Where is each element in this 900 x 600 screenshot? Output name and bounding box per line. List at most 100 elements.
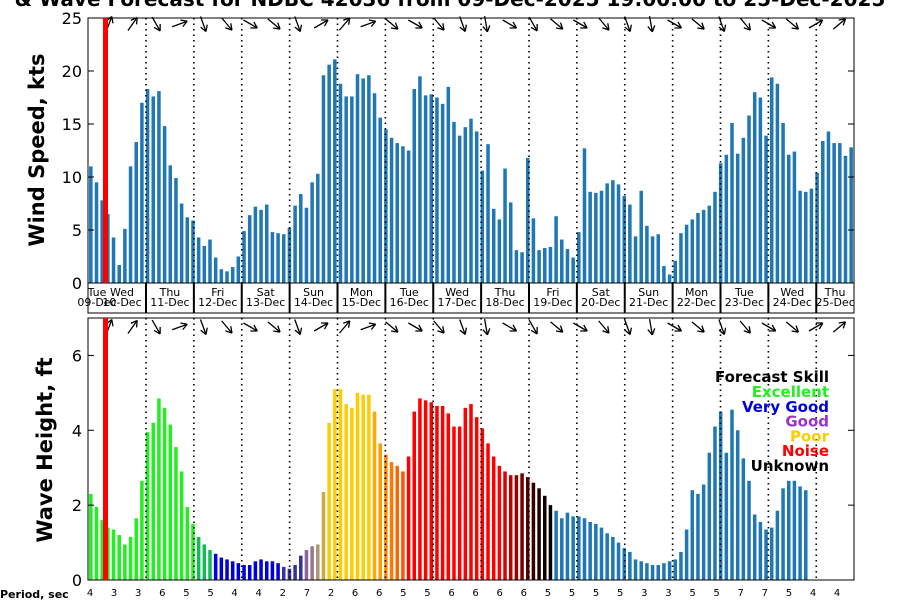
wave-y-tick-label: 6 bbox=[72, 346, 82, 365]
wave-bar bbox=[134, 518, 138, 580]
wind-bar bbox=[452, 121, 456, 283]
wave-bar bbox=[769, 527, 774, 580]
day-of-week-label: Fri bbox=[211, 286, 224, 299]
wind-direction-arrow bbox=[433, 17, 445, 31]
wind-direction-arrow bbox=[482, 16, 491, 33]
wave-bar bbox=[100, 520, 104, 580]
wave-bar bbox=[594, 523, 598, 580]
date-label: 17-Dec bbox=[438, 296, 477, 309]
wave-direction-arrow bbox=[267, 321, 281, 333]
wave-y-ticks: 0 2 4 6 bbox=[72, 346, 854, 590]
wind-bar bbox=[361, 78, 365, 283]
wave-bar bbox=[520, 473, 524, 580]
wind-bar bbox=[378, 117, 382, 283]
wind-bar bbox=[276, 233, 280, 283]
wave-direction-arrow bbox=[151, 319, 161, 335]
wave-bar bbox=[696, 493, 700, 580]
wave-bar bbox=[174, 447, 178, 580]
wave-y-tick-label: 0 bbox=[72, 571, 82, 590]
period-value: 5 bbox=[593, 588, 599, 599]
wave-bar bbox=[480, 428, 485, 580]
wave-direction-arrow bbox=[808, 322, 824, 332]
wave-direction-arrow bbox=[482, 319, 491, 336]
wave-direction-arrow bbox=[528, 319, 538, 335]
wave-bar bbox=[389, 462, 394, 580]
wave-direction-arrow bbox=[459, 319, 468, 336]
wind-y-axis-label: Wind Speed, kts bbox=[25, 53, 49, 246]
wave-bar bbox=[616, 542, 621, 580]
wave-direction-arrow bbox=[647, 319, 656, 336]
wave-bar bbox=[503, 471, 507, 580]
wave-bar bbox=[304, 550, 309, 580]
wind-bar bbox=[145, 89, 150, 284]
wave-direction-arrow bbox=[550, 321, 564, 333]
wind-bar bbox=[696, 213, 700, 283]
day-of-week-label: Mon bbox=[685, 286, 708, 299]
wave-bar bbox=[622, 548, 626, 580]
wave-bar bbox=[89, 493, 93, 580]
wave-bar bbox=[497, 465, 502, 580]
wave-bar bbox=[338, 389, 343, 580]
wind-y-ticks: 0 5 10 15 20 25 bbox=[62, 9, 854, 293]
date-label: 25-Dec bbox=[815, 296, 854, 309]
wind-direction-arrow bbox=[199, 16, 208, 33]
wave-bar bbox=[168, 424, 173, 580]
wave-bar bbox=[730, 409, 734, 580]
period-value: 4 bbox=[810, 588, 816, 599]
wave-bar bbox=[247, 565, 252, 580]
wind-bar bbox=[94, 182, 99, 283]
period-value: 4 bbox=[87, 588, 93, 599]
wind-bar bbox=[457, 135, 462, 283]
wave-bar bbox=[486, 443, 490, 580]
wave-bar bbox=[435, 405, 439, 580]
period-value: 5 bbox=[569, 588, 575, 599]
wave-direction-arrow bbox=[313, 322, 329, 332]
date-label: 14-Dec bbox=[294, 296, 333, 309]
wind-bar bbox=[832, 143, 836, 283]
wind-bar bbox=[480, 170, 485, 283]
wind-bar bbox=[531, 218, 536, 283]
wave-direction-arrow bbox=[243, 322, 258, 332]
wind-bar bbox=[117, 264, 121, 283]
wave-bar bbox=[378, 443, 382, 580]
period-value: 5 bbox=[786, 588, 792, 599]
wave-bar bbox=[293, 565, 297, 580]
date-label: 18-Dec bbox=[485, 296, 524, 309]
wind-bar bbox=[667, 274, 672, 283]
wind-bar bbox=[208, 239, 212, 283]
wind-bar bbox=[758, 97, 763, 283]
wave-bar bbox=[548, 505, 553, 580]
wind-direction-arrows bbox=[105, 15, 847, 33]
wave-bar bbox=[565, 512, 570, 580]
wind-bar bbox=[219, 269, 224, 283]
wave-bar bbox=[372, 411, 377, 580]
wave-bar bbox=[157, 398, 161, 580]
wave-bar bbox=[684, 529, 689, 580]
wind-bar bbox=[236, 256, 241, 283]
wave-direction-arrow bbox=[718, 319, 727, 336]
wind-day-grid bbox=[145, 18, 818, 283]
period-value: 3 bbox=[641, 588, 647, 599]
day-of-week-label: Thu bbox=[824, 286, 846, 299]
period-value: 4 bbox=[231, 588, 237, 599]
wind-bar bbox=[355, 74, 360, 284]
wind-bar bbox=[111, 237, 116, 283]
day-of-week-label: Mon bbox=[350, 286, 373, 299]
wind-bar bbox=[162, 126, 167, 284]
wind-direction-arrow bbox=[691, 18, 705, 30]
wave-bar bbox=[281, 566, 286, 580]
legend-item-poor: Poor bbox=[790, 427, 830, 445]
wind-bar bbox=[571, 257, 575, 283]
wave-bar bbox=[571, 516, 575, 580]
wind-bar bbox=[202, 245, 207, 283]
date-label: 10-Dec bbox=[102, 296, 141, 309]
wave-bar bbox=[531, 482, 536, 580]
wind-bar bbox=[503, 168, 507, 283]
wind-direction-arrow bbox=[502, 19, 518, 29]
wave-bar bbox=[321, 492, 326, 580]
wave-bar bbox=[270, 561, 275, 580]
wave-bar bbox=[440, 405, 445, 580]
date-label: 23-Dec bbox=[725, 296, 764, 309]
wind-bar bbox=[826, 131, 831, 283]
wind-bar bbox=[786, 154, 791, 283]
